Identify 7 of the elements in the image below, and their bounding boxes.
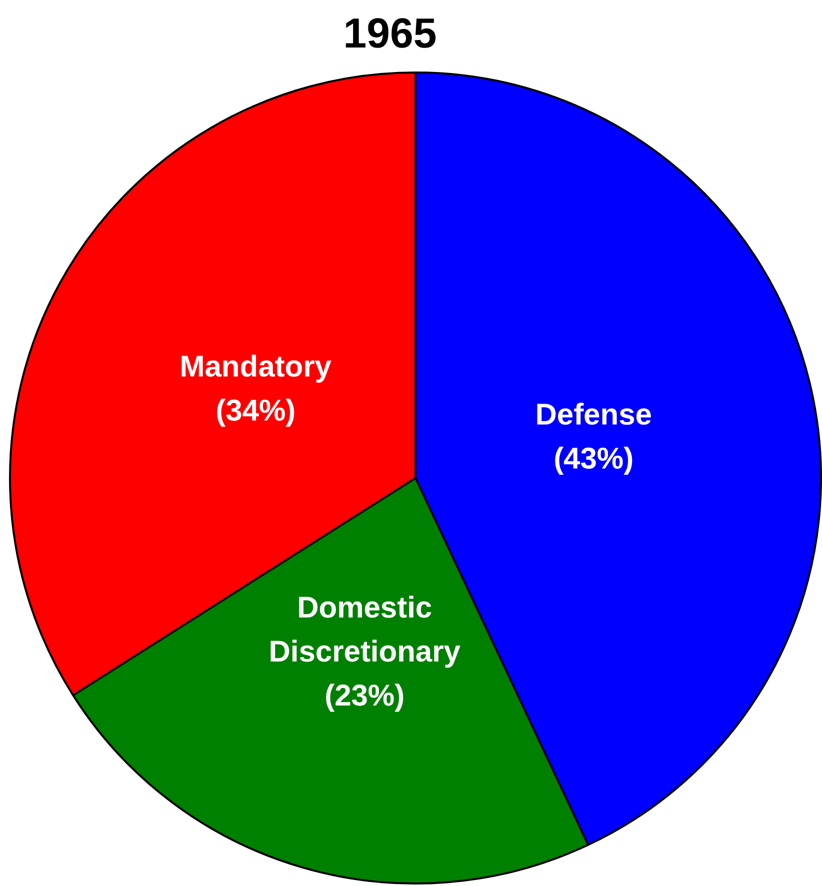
data-label: (23%): [324, 679, 405, 712]
slice-label: Domestic Discretionary: [268, 591, 461, 668]
slice-label: Mandatory: [180, 350, 332, 384]
chart-title: 1965: [343, 10, 437, 57]
data-label: (34%): [216, 394, 296, 428]
data-label: (43%): [554, 442, 634, 476]
slice-label: Defense: [535, 398, 652, 432]
